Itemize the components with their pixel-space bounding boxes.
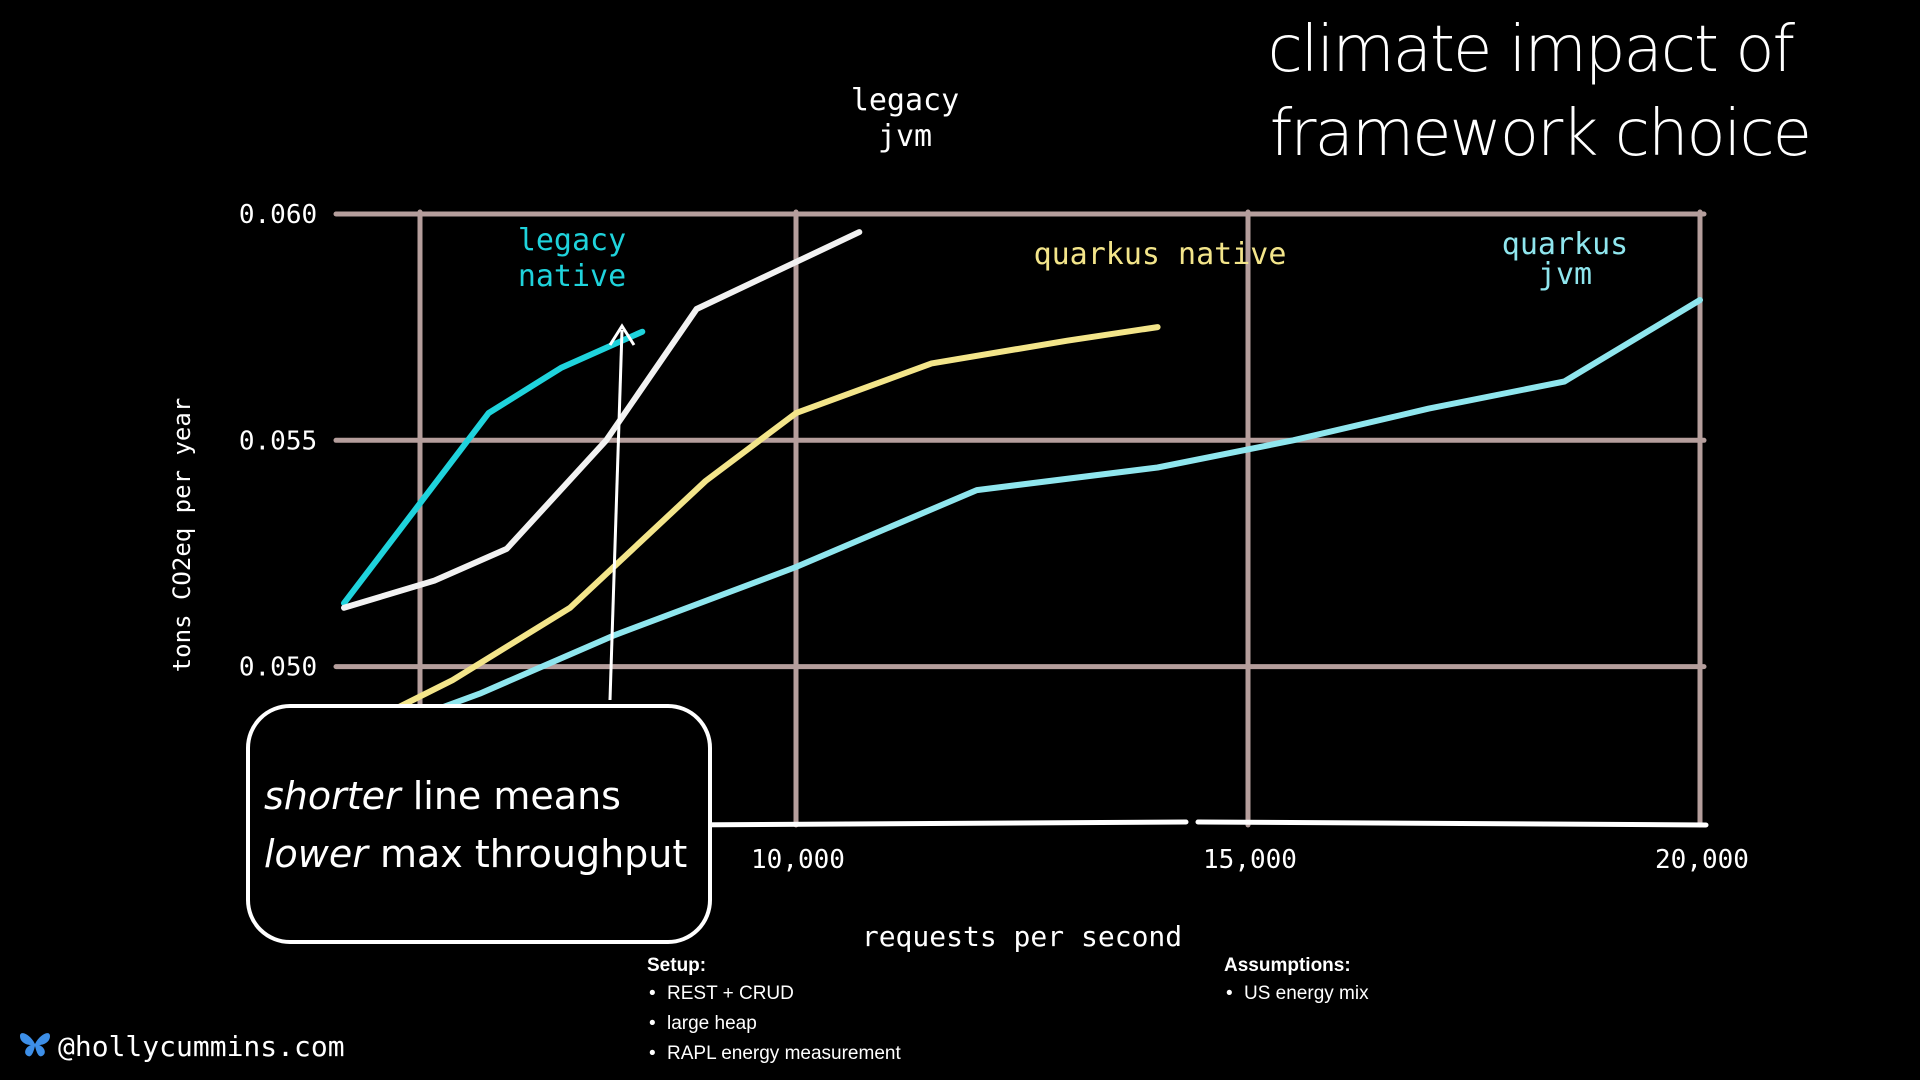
- series-line: [341, 297, 1703, 747]
- assumptions-heading: Assumptions:: [1224, 955, 1351, 976]
- assumptions-item: US energy mix: [1224, 983, 1369, 1005]
- series-label-word: quarkus: [1502, 227, 1628, 262]
- setup-item: RAPL energy measurement: [647, 1043, 901, 1065]
- author-handle[interactable]: @hollycummins.com: [18, 1030, 345, 1063]
- series-label-word: jvm: [1538, 257, 1592, 292]
- series-label: legacy jvm: [851, 83, 959, 154]
- series-lines: [341, 229, 1703, 747]
- callout-emphasis-1: shorter: [264, 774, 401, 818]
- setup-item: large heap: [647, 1013, 901, 1035]
- axis-labels: 0.050 0.055 0.060 10,000 15,000 20,000 request…: [168, 200, 1749, 953]
- setup-item: REST + CRUD: [647, 983, 901, 1005]
- setup-notes: Setup: REST + CRUD large heap RAPL energ…: [647, 955, 901, 1073]
- butterfly-icon: [18, 1030, 52, 1063]
- x-axis-label: requests per second: [862, 920, 1182, 953]
- callout-emphasis-2: lower: [264, 832, 368, 876]
- series-label-word: legacy: [851, 83, 959, 118]
- x-tick-label: 15,000: [1203, 845, 1297, 875]
- series-line: [341, 229, 863, 611]
- slide-title-line-1: climate impact of: [1267, 13, 1795, 87]
- callout-line-1: shorter line means: [264, 774, 621, 818]
- series-label-word: jvm: [878, 119, 932, 154]
- x-tick-label: 20,000: [1655, 845, 1749, 875]
- handle-text: @hollycummins.com: [58, 1030, 345, 1063]
- series-line: [341, 328, 646, 607]
- series-label: quarkus native: [1034, 237, 1287, 272]
- callout-box: shorter line means lower max throughput: [246, 704, 712, 944]
- assumptions-notes: Assumptions: US energy mix: [1224, 955, 1369, 1013]
- callout-text-1: line means: [400, 774, 621, 818]
- y-tick-label: 0.060: [239, 200, 317, 230]
- callout-line-2: lower max throughput: [264, 832, 687, 876]
- x-tick-label: 10,000: [751, 845, 845, 875]
- setup-heading: Setup:: [647, 955, 707, 976]
- chart-grid: [333, 209, 1709, 828]
- callout-text-2: max throughput: [367, 832, 688, 876]
- assumptions-list: US energy mix: [1224, 983, 1369, 1005]
- series-line: [341, 324, 1161, 738]
- series-label-word: native: [518, 259, 626, 294]
- x-axis-line: [667, 819, 1189, 828]
- callout-arrow-head: [608, 323, 636, 346]
- callout-arrow: [608, 329, 624, 701]
- y-axis-label: tons CO2eq per year: [168, 398, 196, 673]
- x-axis-line: [1195, 819, 1709, 828]
- series-label-word: legacy: [518, 223, 626, 258]
- y-tick-label: 0.050: [239, 653, 317, 683]
- slide-title-line-2: framework choice: [1269, 97, 1812, 171]
- setup-list: REST + CRUD large heap RAPL energy measu…: [647, 983, 901, 1065]
- y-tick-label: 0.055: [239, 426, 317, 456]
- series-label: legacy native: [518, 223, 626, 294]
- series-label: quarkus jvm: [1502, 227, 1628, 292]
